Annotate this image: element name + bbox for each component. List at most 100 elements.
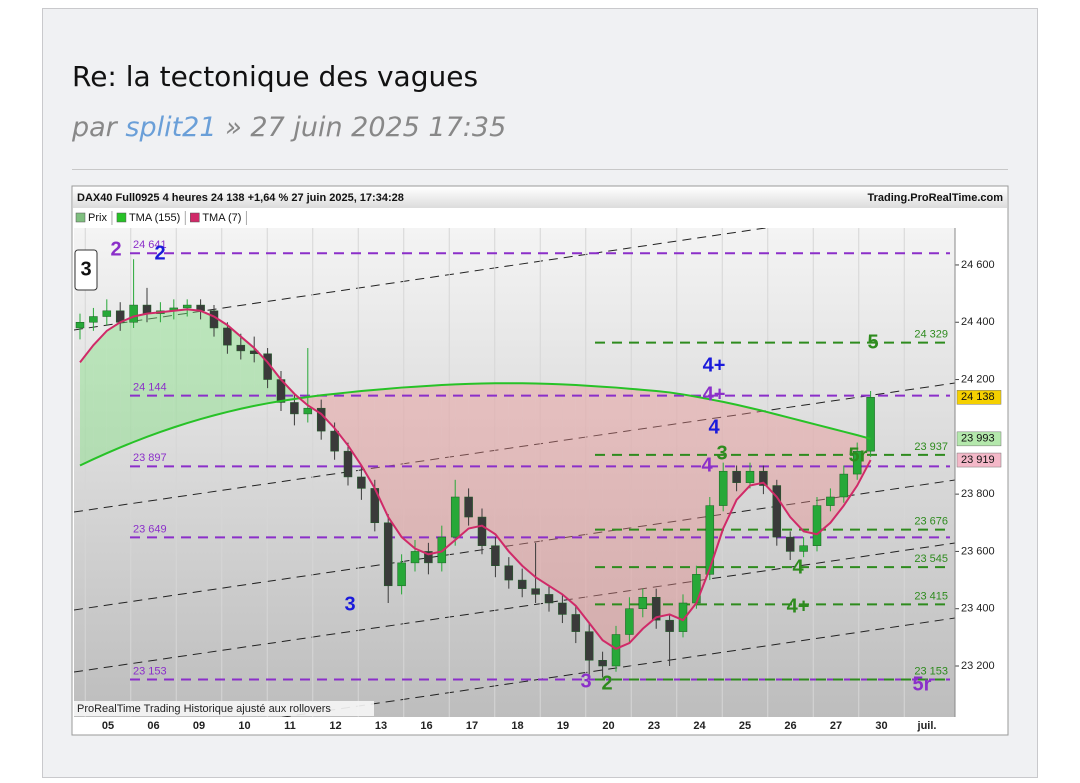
- x-tick-label: 17: [466, 720, 478, 732]
- candle-body: [531, 588, 540, 595]
- tma-fill: [482, 383, 496, 535]
- wave-label: 2: [154, 242, 165, 264]
- candle-body: [718, 470, 728, 506]
- channel-line: [74, 382, 955, 513]
- candle-body: [705, 505, 715, 575]
- tma-fill: [495, 383, 509, 552]
- candle-body: [424, 551, 433, 564]
- price-box: [956, 452, 1002, 468]
- tma-fill: [535, 383, 549, 586]
- tma-fill: [575, 384, 590, 624]
- candle-body: [464, 496, 473, 518]
- tma-fill: [187, 309, 201, 424]
- candle-body: [651, 597, 661, 621]
- candle-body: [410, 551, 420, 564]
- tma-fill: [562, 384, 576, 606]
- x-tick-label: juil.: [917, 720, 937, 732]
- wave-label: 4+: [703, 383, 726, 405]
- candle-body: [826, 496, 835, 506]
- level-label: 23 545: [914, 553, 948, 565]
- x-tick-label: 11: [284, 720, 296, 732]
- author-link[interactable]: split21: [125, 112, 217, 143]
- tma-fill: [522, 383, 536, 578]
- price-box-label: 23 919: [961, 454, 995, 466]
- tma-fill: [642, 389, 657, 629]
- post-date: » 27 juin 2025 17:35: [225, 112, 507, 143]
- tma-fill: [133, 313, 147, 442]
- tma-fill: [401, 386, 415, 549]
- wave-label: 2: [601, 672, 612, 694]
- plot-area: [74, 228, 955, 717]
- channel-line: [74, 542, 955, 673]
- x-tick-label: 26: [784, 720, 796, 732]
- tma-fill: [361, 389, 375, 489]
- level-label: 23 153: [133, 665, 167, 677]
- candle-body: [745, 470, 755, 483]
- tma-line: [79, 308, 872, 650]
- candle-body: [357, 476, 366, 489]
- candle-body: [571, 614, 581, 632]
- candle-body: [785, 536, 795, 552]
- post-byline: par split21 » 27 juin 2025 17:35: [72, 112, 506, 143]
- candle-body: [303, 407, 313, 415]
- candle-body: [383, 522, 393, 587]
- channel-line: [74, 479, 955, 611]
- candle-body: [330, 430, 339, 452]
- candle-body: [665, 619, 674, 632]
- y-tick-label: 24 600: [961, 259, 995, 271]
- candle-body: [692, 574, 701, 604]
- x-tick-label: 20: [602, 720, 614, 732]
- tma-fill: [683, 394, 697, 621]
- candle-body: [732, 470, 741, 483]
- candle-body: [772, 485, 782, 538]
- tma-fill: [629, 388, 643, 644]
- chart-footer: ProRealTime Trading Historique ajusté au…: [77, 703, 331, 715]
- wave-label: 4+: [703, 354, 726, 376]
- candle-body: [799, 545, 808, 552]
- y-tick-label: 23 200: [961, 660, 995, 672]
- tma-fill: [348, 391, 362, 466]
- wave-label: 3: [716, 442, 727, 464]
- candle-body: [598, 660, 607, 667]
- legend-label: TMA (7): [202, 212, 241, 224]
- tma-fill: [173, 309, 188, 428]
- tma-fill: [415, 385, 429, 555]
- candle-body: [89, 316, 98, 323]
- tma-fill: [589, 385, 603, 641]
- x-tick-label: 12: [329, 720, 341, 732]
- level-label: 24 641: [133, 239, 167, 251]
- tma-fill: [160, 310, 174, 432]
- tma-fill: [120, 316, 134, 448]
- x-tick-label: 30: [875, 720, 887, 732]
- level-label: 23 937: [914, 441, 948, 453]
- candle-body: [584, 631, 594, 661]
- channel-line: [280, 617, 955, 717]
- candle-body: [558, 602, 567, 615]
- candle-body: [236, 344, 246, 352]
- tma-fill: [508, 383, 523, 566]
- y-tick-label: 23 400: [961, 603, 995, 615]
- wave-label: 3: [580, 670, 591, 692]
- x-tick-label: 23: [648, 720, 660, 732]
- legend-swatch: [116, 212, 127, 223]
- tma-line: [79, 382, 871, 467]
- candle-body: [182, 304, 192, 309]
- level-label: 23 897: [133, 452, 167, 464]
- tma-fill: [790, 417, 804, 532]
- candle-body: [866, 397, 875, 452]
- wave-label: 4: [701, 454, 713, 476]
- tma-fill: [388, 387, 402, 538]
- footer-bg: [74, 701, 374, 716]
- candle-body: [102, 310, 112, 317]
- tma-fill: [549, 383, 563, 595]
- level-label: 23 676: [914, 516, 948, 528]
- candle-body: [75, 321, 85, 329]
- x-tick-label: 05: [102, 720, 114, 732]
- candle-body: [477, 516, 487, 546]
- tma-fill: [374, 388, 389, 518]
- x-tick-label: 19: [557, 720, 569, 732]
- candle-body: [437, 536, 447, 564]
- y-tick-label: 23 800: [961, 488, 995, 500]
- price-box: [956, 431, 1002, 447]
